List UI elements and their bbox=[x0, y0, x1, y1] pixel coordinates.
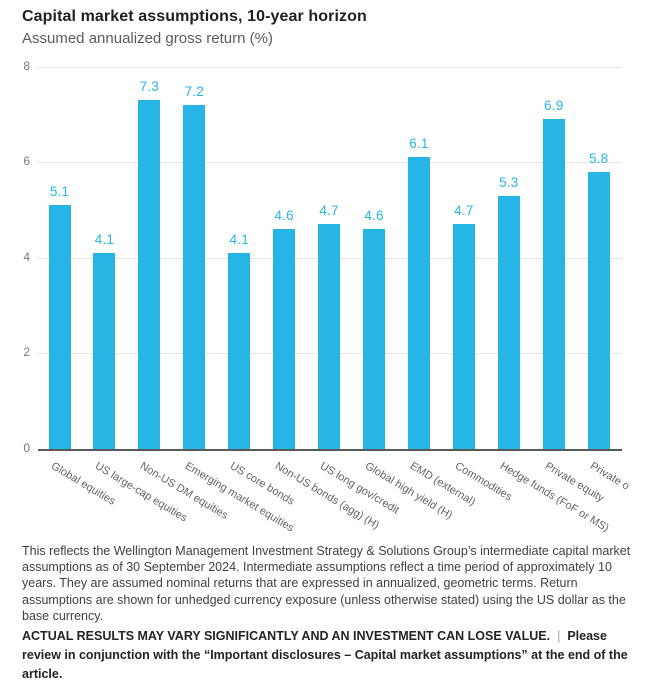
bar bbox=[407, 157, 430, 449]
bar bbox=[497, 195, 520, 449]
bar bbox=[48, 205, 71, 449]
footer-warning-line: ACTUAL RESULTS MAY VARY SIGNIFICANTLY AN… bbox=[22, 627, 646, 684]
bar-value-label: 5.8 bbox=[588, 150, 609, 166]
y-axis-tick-label: 6 bbox=[23, 154, 30, 169]
footer-warning-bold: ACTUAL RESULTS MAY VARY SIGNIFICANTLY AN… bbox=[22, 629, 551, 644]
bar-value-label: 6.9 bbox=[544, 98, 564, 114]
bar-chart: 0 2 4 6 8 5.1 Global equities 4.1 US large-cap e… bbox=[23, 58, 631, 535]
gridline bbox=[38, 162, 622, 164]
bar-value-label: 4.1 bbox=[94, 232, 115, 248]
bar bbox=[273, 229, 296, 449]
bar bbox=[542, 119, 565, 449]
bar-value-label: 5.3 bbox=[499, 174, 519, 190]
y-axis-tick-label: 0 bbox=[23, 441, 30, 455]
bar-value-label: 4.6 bbox=[364, 208, 384, 224]
bar bbox=[587, 171, 610, 449]
bar-value-label: 7.2 bbox=[184, 83, 204, 99]
footer-disclosure-text: This reflects the Wellington Management … bbox=[22, 544, 631, 623]
bar-value-label: 7.3 bbox=[139, 79, 160, 95]
bar-value-label: 4.6 bbox=[274, 208, 294, 224]
bar bbox=[93, 253, 116, 449]
bar-value-label: 4.7 bbox=[319, 203, 339, 219]
bar-value-label: 4.1 bbox=[229, 232, 249, 248]
y-axis-tick-label: 8 bbox=[23, 58, 30, 73]
page-title: Capital market assumptions, 10-year hori… bbox=[22, 8, 367, 25]
bar bbox=[363, 229, 385, 449]
bar-value-label: 5.1 bbox=[49, 184, 70, 200]
y-axis-tick-label: 4 bbox=[23, 249, 30, 264]
footer: This reflects the Wellington Management … bbox=[22, 543, 646, 684]
x-axis-baseline bbox=[38, 449, 622, 451]
bar-value-label: 4.7 bbox=[454, 203, 474, 219]
bar bbox=[228, 253, 251, 449]
bar bbox=[138, 100, 161, 449]
gridline bbox=[38, 66, 622, 68]
page: { "header": { "title": "Capital market a… bbox=[22, 8, 631, 682]
bar bbox=[183, 104, 206, 449]
footer-separator: | bbox=[557, 629, 561, 644]
bar-value-label: 6.1 bbox=[409, 136, 429, 152]
bar bbox=[452, 224, 475, 449]
bar bbox=[318, 224, 341, 449]
y-axis-tick-label: 2 bbox=[23, 345, 30, 360]
page-subtitle: Assumed annualized gross return (%) bbox=[22, 30, 273, 47]
